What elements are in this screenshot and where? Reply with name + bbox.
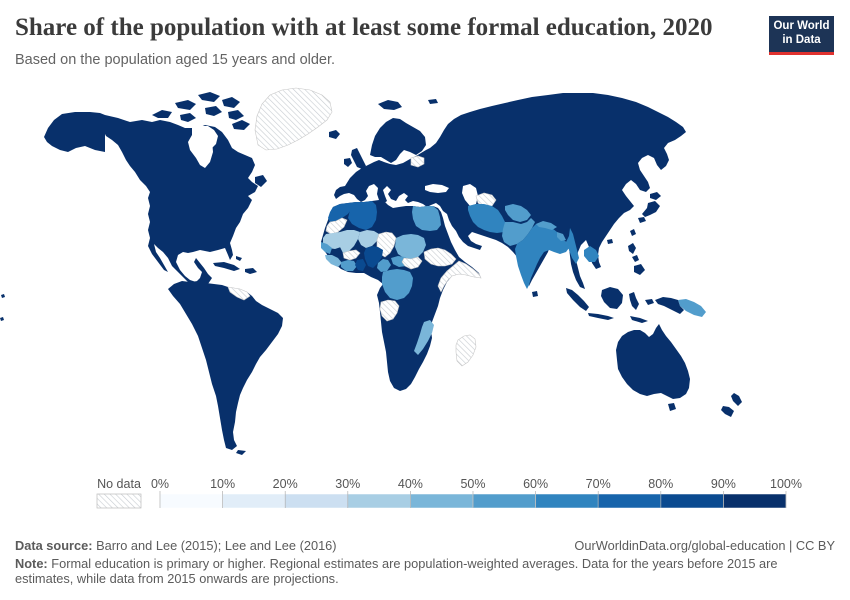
svg-text:90%: 90% [711, 477, 736, 491]
svg-text:100%: 100% [770, 477, 802, 491]
svg-text:50%: 50% [460, 477, 485, 491]
svg-text:60%: 60% [523, 477, 548, 491]
svg-text:70%: 70% [586, 477, 611, 491]
svg-text:40%: 40% [398, 477, 423, 491]
svg-text:No data: No data [97, 477, 141, 491]
svg-text:30%: 30% [335, 477, 360, 491]
svg-text:10%: 10% [210, 477, 235, 491]
svg-text:0%: 0% [151, 477, 169, 491]
svg-text:20%: 20% [273, 477, 298, 491]
svg-text:80%: 80% [648, 477, 673, 491]
